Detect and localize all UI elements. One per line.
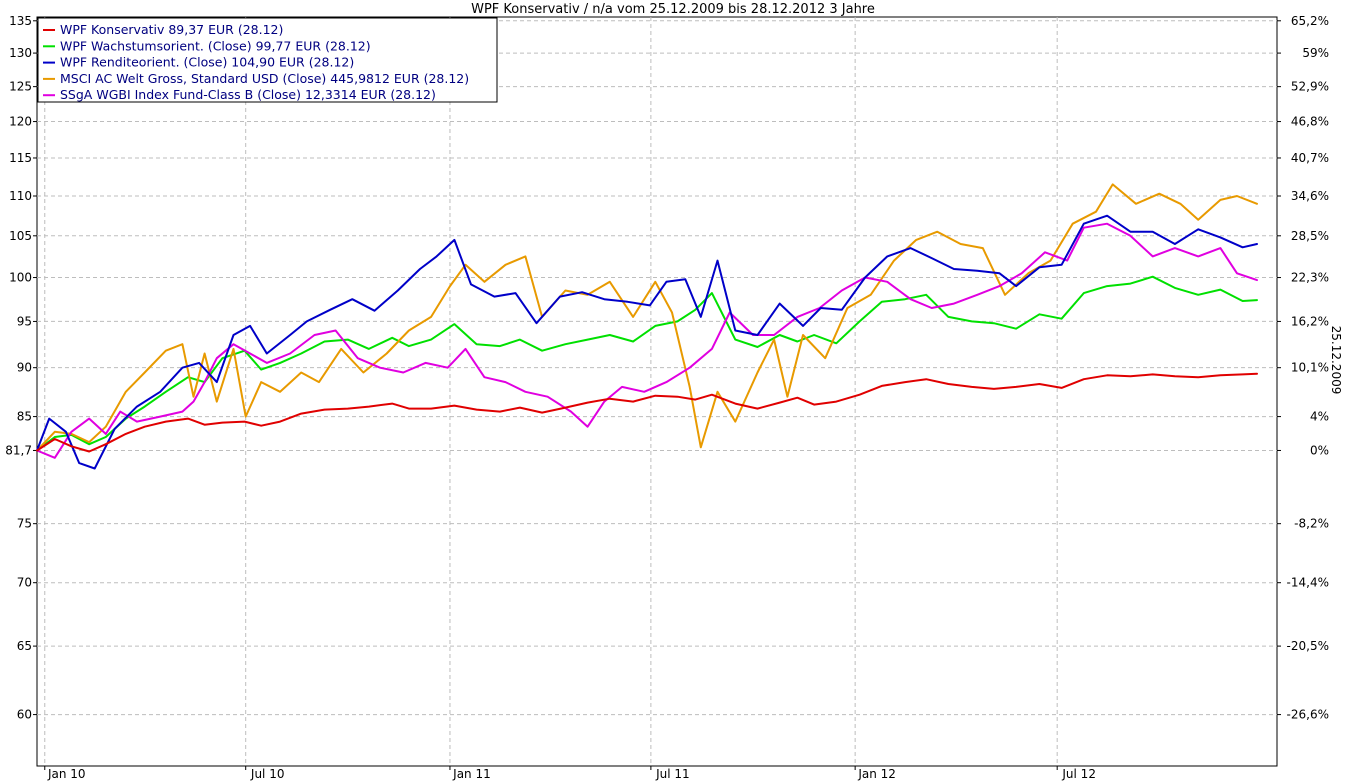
legend-entry: SSgA WGBI Index Fund-Class B (Close) 12,… bbox=[60, 87, 436, 102]
series-line bbox=[36, 214, 1258, 470]
legend-entry: MSCI AC Welt Gross, Standard USD (Close)… bbox=[60, 71, 469, 86]
y-tick-label-right: -14,4% bbox=[1287, 576, 1329, 590]
y-tick-label-left: 65 bbox=[17, 639, 32, 653]
y-tick-label-left: 120 bbox=[9, 115, 32, 129]
series-line bbox=[36, 222, 1258, 459]
y-tick-label-left: 110 bbox=[9, 189, 32, 203]
y-tick-label-right: 46,8% bbox=[1291, 115, 1329, 129]
legend-box bbox=[37, 17, 498, 103]
legend: WPF Konservativ 89,37 EUR (28.12)WPF Wac… bbox=[37, 17, 498, 103]
y-tick-label-right: -8,2% bbox=[1294, 517, 1329, 531]
y-tick-label-left: 90 bbox=[17, 361, 32, 375]
y-tick-label-right: -20,5% bbox=[1287, 639, 1329, 653]
y-tick-label-left: 125 bbox=[9, 80, 32, 94]
y-tick-label-right: 59% bbox=[1302, 46, 1329, 60]
y-tick-label-left: 85 bbox=[17, 410, 32, 424]
right-axis: 65,2% 59% 52,9% 46,8% 40,7% 34,6% 28,5% 22,3% 16… bbox=[1277, 14, 1329, 722]
series-lines bbox=[36, 183, 1258, 470]
chart-title: WPF Konservativ / n/a vom 25.12.2009 bis… bbox=[471, 2, 875, 17]
series-line bbox=[36, 372, 1258, 453]
series-line bbox=[36, 275, 1258, 452]
plot-area bbox=[36, 16, 1278, 767]
y-tick-label-left: 115 bbox=[9, 151, 32, 165]
y-tick-label-right: 10,1% bbox=[1291, 361, 1329, 375]
y-tick-label-right: 22,3% bbox=[1291, 271, 1329, 285]
y-tick-label-left: 135 bbox=[9, 14, 32, 28]
y-tick-label-right: 28,5% bbox=[1291, 229, 1329, 243]
x-tick-label: Jul 12 bbox=[1061, 767, 1096, 781]
y-tick-label-left: 100 bbox=[9, 271, 32, 285]
horizontal-gridlines bbox=[37, 20, 1277, 716]
vertical-gridlines bbox=[44, 17, 1058, 766]
right-axis-base-date: 25.12.2009 bbox=[1329, 326, 1343, 395]
x-tick-label: Jan 11 bbox=[452, 767, 491, 781]
y-tick-label-left: 130 bbox=[9, 46, 32, 60]
y-tick-label-right: 52,9% bbox=[1291, 80, 1329, 94]
y-tick-label-right: 65,2% bbox=[1291, 14, 1329, 28]
y-tick-label-left: 81,7 bbox=[5, 443, 32, 457]
legend-entry: WPF Renditeorient. (Close) 104,90 EUR (2… bbox=[60, 55, 354, 70]
y-tick-label-left: 70 bbox=[17, 576, 32, 590]
x-tick-label: Jan 10 bbox=[47, 767, 86, 781]
y-tick-label-left: 75 bbox=[17, 517, 32, 531]
y-tick-label-right: 16,2% bbox=[1291, 314, 1329, 328]
y-tick-label-right: 4% bbox=[1310, 410, 1329, 424]
legend-entry: WPF Wachstumsorient. (Close) 99,77 EUR (… bbox=[60, 38, 371, 53]
legend-entry: WPF Konservativ 89,37 EUR (28.12) bbox=[60, 22, 283, 37]
y-tick-label-left: 60 bbox=[17, 708, 32, 722]
left-axis: 135 130 125 120 115 110 105 100 95 90 85 81,7 75 70 65… bbox=[5, 14, 37, 722]
x-tick-label: Jan 12 bbox=[857, 767, 896, 781]
x-tick-label: Jul 10 bbox=[250, 767, 285, 781]
y-tick-label-right: 40,7% bbox=[1291, 151, 1329, 165]
y-tick-label-right: 0% bbox=[1310, 443, 1329, 457]
y-tick-label-right: -26,6% bbox=[1287, 708, 1329, 722]
x-tick-label: Jul 11 bbox=[655, 767, 690, 781]
x-axis: Jan 10 Jul 10 Jan 11 Jul 11 Jan 12 Jul 12 bbox=[44, 766, 1096, 781]
y-tick-label-left: 105 bbox=[9, 229, 32, 243]
y-tick-label-right: 34,6% bbox=[1291, 189, 1329, 203]
y-tick-label-left: 95 bbox=[17, 314, 32, 328]
